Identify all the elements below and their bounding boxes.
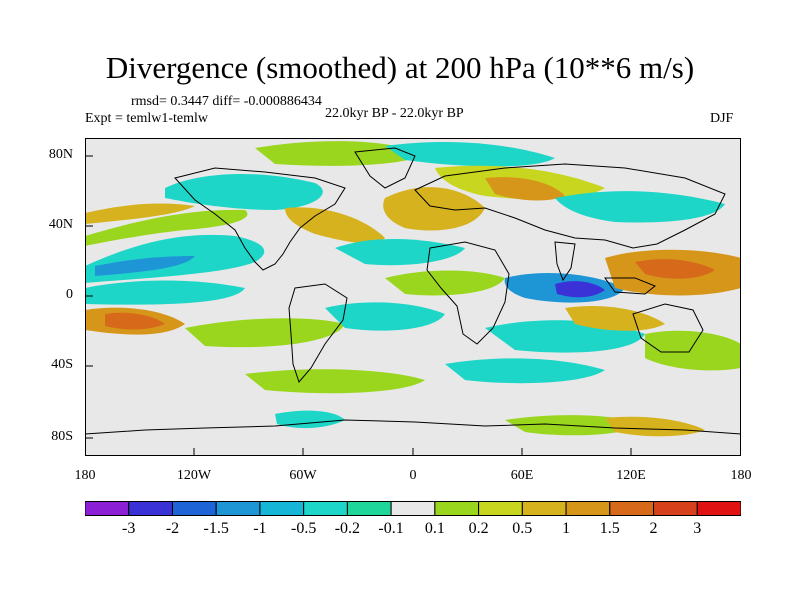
contour-green-arctic — [255, 141, 425, 166]
colorbar-label: -0.2 — [334, 520, 361, 537]
colorbar-label: -1.5 — [203, 520, 229, 537]
lon-label-120w: 120W — [176, 468, 212, 483]
contour-orange-eu — [485, 177, 565, 201]
coast-indonesia — [604, 277, 656, 295]
lon-label-120e: 120E — [616, 468, 646, 483]
colorbar-box — [653, 501, 698, 516]
colorbar-label: 0.2 — [468, 520, 489, 537]
coast-north-america — [174, 167, 346, 271]
contour-cyan-trop-pac — [85, 280, 245, 305]
colorbar-label: 2 — [649, 520, 658, 537]
colorbar-box — [303, 501, 348, 516]
coast-india — [554, 241, 576, 282]
colorbar-label: -2 — [165, 520, 180, 537]
contour-fills — [85, 141, 741, 437]
colorbar-box — [696, 501, 741, 516]
colorbar-box — [259, 501, 305, 516]
coast-south-america — [288, 283, 348, 383]
axis-ticks — [85, 155, 632, 456]
colorbar-label: -0.1 — [378, 520, 404, 537]
lon-label-0: 0 — [409, 468, 417, 483]
rmsd-diff-text: rmsd= 0.3447 diff= -0.000886434 — [131, 94, 322, 109]
colorbar-box — [85, 501, 130, 516]
contour-orange-ant — [605, 416, 705, 437]
lon-label-60e: 60E — [510, 468, 534, 483]
lat-label-80s: 80S — [51, 429, 73, 444]
contour-cyan-satl — [325, 302, 445, 331]
contour-green-trop-atl — [385, 270, 505, 296]
lon-label-180e: 180 — [730, 468, 752, 483]
plot-title: Divergence (smoothed) at 200 hPa (10**6 … — [105, 50, 695, 85]
contour-cyan-so — [445, 358, 605, 384]
contour-green-spac — [185, 318, 345, 348]
lat-label-40s: 40S — [51, 357, 73, 372]
colorbar-label: 1 — [562, 520, 571, 537]
colorbar-box — [128, 501, 173, 516]
colorbar-box — [478, 501, 523, 516]
experiment-label: Expt = temlw1-temlw — [85, 111, 208, 126]
contour-blue-npac — [95, 256, 195, 276]
colorbar-box — [171, 501, 217, 516]
contour-cyan-asia — [555, 191, 725, 223]
colorbar-label: -1 — [253, 520, 267, 537]
coast-greenland — [354, 147, 416, 189]
contour-green-so1 — [245, 369, 425, 394]
lat-label-80n: 80N — [48, 147, 73, 162]
coast-antarctica — [85, 419, 741, 435]
contour-orange-npac — [85, 203, 195, 224]
colorbar-label: -3 — [122, 520, 136, 537]
colorbar-box — [215, 501, 261, 516]
colorbar-box — [609, 501, 655, 516]
colorbar-box — [521, 501, 567, 516]
colorbar-label: -0.5 — [291, 520, 317, 537]
colorbar-label: 3 — [693, 520, 702, 537]
lat-label-0: 0 — [66, 287, 73, 302]
period-label: 22.0kyr BP - 22.0kyr BP — [325, 106, 464, 121]
coast-eurasia — [414, 163, 726, 249]
contour-orange-nam — [285, 207, 385, 244]
colorbar-label: 0.1 — [424, 520, 445, 537]
colorbar-box — [390, 501, 436, 516]
contour-cyan-ant — [275, 410, 345, 429]
coastlines — [85, 147, 741, 435]
contour-green-aus — [645, 330, 741, 371]
colorbar — [85, 501, 741, 516]
season-label: DJF — [710, 111, 734, 126]
colorbar-label: 0.5 — [512, 520, 533, 537]
contour-orange-sio — [565, 305, 665, 331]
contour-red-wpac — [635, 259, 715, 279]
contour-cyan-natl — [335, 238, 465, 266]
contour-cyan-nam — [165, 173, 323, 210]
lon-label-60w: 60W — [289, 468, 317, 483]
colorbar-label: 1.5 — [599, 520, 620, 537]
coast-africa — [426, 241, 510, 345]
coast-australia — [632, 303, 704, 353]
contour-indigo-maritime — [555, 281, 605, 298]
contour-cyan-arctic — [385, 142, 555, 167]
contour-red-spac — [105, 312, 165, 330]
lon-label-180w: 180 — [74, 468, 96, 483]
contour-orange-natl — [383, 187, 485, 231]
colorbar-box — [346, 501, 392, 516]
contour-green-npac — [85, 209, 248, 246]
colorbar-box — [434, 501, 480, 516]
colorbar-box — [565, 501, 611, 516]
divergence-map — [85, 138, 741, 456]
lat-label-40n: 40N — [48, 217, 73, 232]
